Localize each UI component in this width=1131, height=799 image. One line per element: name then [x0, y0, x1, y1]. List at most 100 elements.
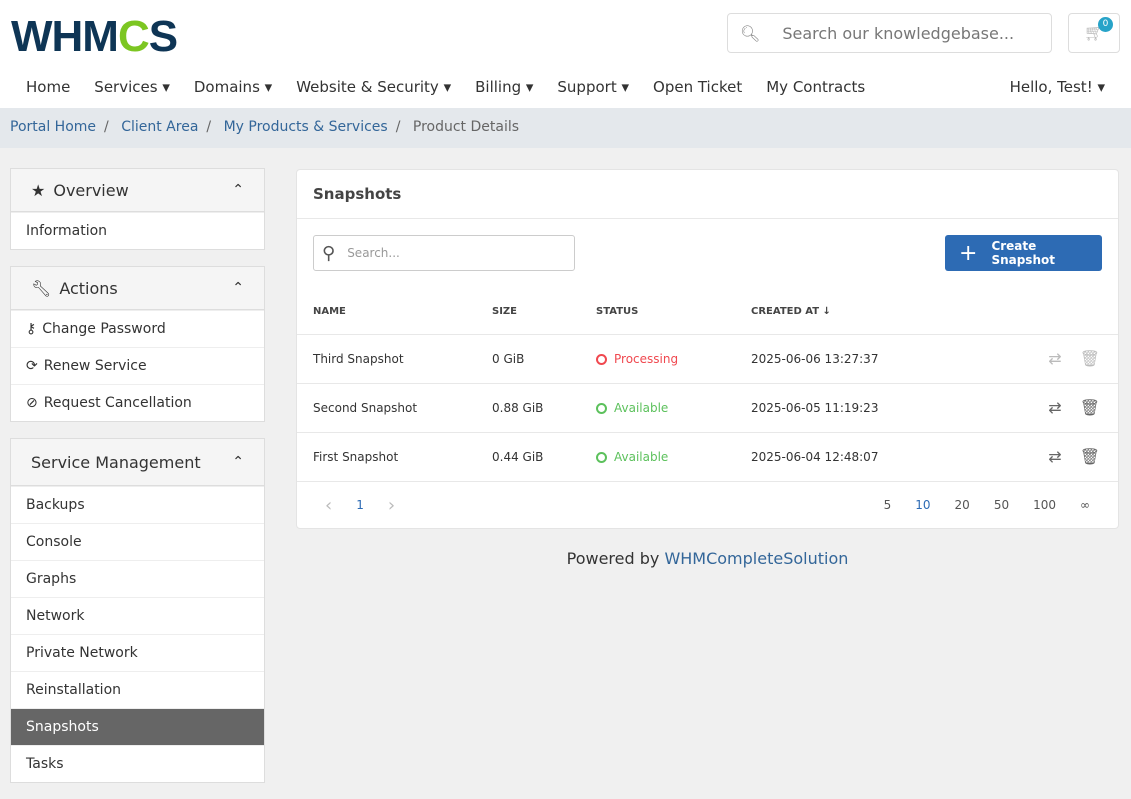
status-circle-icon	[596, 402, 607, 414]
wrench-icon: 🔧︎	[31, 278, 52, 298]
search-placeholder: Search our knowledgebase...	[782, 23, 1015, 43]
snapshot-created: 2025-06-06 13:27:37	[751, 333, 969, 383]
nav-services[interactable]: Services ▾	[94, 78, 170, 96]
cart-button[interactable]: 🛒︎ 0	[1068, 13, 1120, 53]
nav-support[interactable]: Support ▾	[557, 78, 630, 96]
table-row: First Snapshot 0.44 GiB Available 2025-0…	[297, 431, 1118, 481]
chevron-up-icon[interactable]: ⌃	[232, 280, 244, 296]
restore-icon[interactable]: ⇄	[1048, 447, 1062, 467]
item-label: Request Cancellation	[43, 395, 192, 411]
search-icon: 🔍︎	[740, 23, 761, 43]
restore-icon[interactable]: ⇄	[1048, 349, 1062, 368]
col-status[interactable]: STATUS	[596, 305, 639, 317]
trash-icon[interactable]: 🗑︎	[1079, 349, 1100, 368]
sidebar: ★ Overview ⌃ Information 🔧︎ Actions ⌃ ⚷ Chang…	[10, 168, 265, 799]
status-label: Available	[614, 400, 669, 415]
status-circle-icon	[596, 353, 607, 365]
status-circle-icon	[596, 451, 607, 463]
actions-panel: 🔧︎ Actions ⌃ ⚷ Change Password ⟳ Renew Servi…	[10, 266, 265, 422]
trash-icon[interactable]: 🗑︎	[1079, 398, 1100, 417]
page-1[interactable]: 1	[356, 498, 364, 512]
footer: Powered by WHMCompleteSolution	[296, 549, 1119, 568]
prev-page[interactable]: ‹	[325, 494, 333, 516]
knowledgebase-search[interactable]: 🔍︎ Search our knowledgebase...	[727, 13, 1052, 53]
nav-home[interactable]: Home	[26, 78, 71, 96]
snapshots-card: Snapshots ⚲ Search... + Create Snapshot NA…	[296, 169, 1119, 529]
trash-icon[interactable]: 🗑︎	[1079, 447, 1100, 467]
nav-domains[interactable]: Domains ▾	[193, 78, 273, 96]
chevron-up-icon[interactable]: ⌃	[232, 454, 244, 470]
nav-billing[interactable]: Billing ▾	[475, 78, 534, 96]
panel-title: Actions	[59, 278, 118, 298]
chevron-up-icon[interactable]: ⌃	[232, 182, 244, 198]
next-page[interactable]: ›	[387, 494, 396, 516]
ban-icon: ⊘	[26, 395, 38, 411]
panel-title: Overview	[53, 180, 129, 200]
card-title: Snapshots	[297, 170, 1118, 219]
sidebar-item-reinstallation[interactable]: Reinstallation	[11, 671, 264, 708]
page-size-3[interactable]: 50	[993, 498, 1010, 512]
breadcrumb: Portal Home / Client Area / My Products & …	[0, 108, 1131, 148]
actions-header[interactable]: 🔧︎ Actions ⌃	[11, 267, 264, 310]
button-label: Create Snapshot	[991, 239, 1055, 267]
restore-icon[interactable]: ⇄	[1048, 398, 1062, 417]
page-size-2[interactable]: 20	[954, 498, 970, 512]
snapshot-search-input[interactable]: ⚲ Search...	[313, 235, 575, 271]
search-placeholder: Search...	[347, 246, 400, 260]
key-icon: ⚷	[26, 321, 37, 337]
col-name[interactable]: NAME	[313, 305, 346, 317]
footer-link[interactable]: WHMCompleteSolution	[664, 549, 849, 568]
crumb-products[interactable]: My Products & Services	[223, 119, 388, 135]
sidebar-item-information[interactable]: Information	[11, 212, 264, 249]
overview-header[interactable]: ★ Overview ⌃	[11, 169, 264, 212]
crumb-portal-home[interactable]: Portal Home	[10, 119, 97, 135]
sidebar-item-request-cancellation[interactable]: ⊘ Request Cancellation	[11, 384, 264, 421]
item-label: Renew Service	[43, 358, 147, 374]
whmcs-logo[interactable]: WHMCS	[11, 12, 178, 61]
table-row: Third Snapshot 0 GiB Processing 2025-06-…	[297, 333, 1118, 383]
sidebar-item-renew-service[interactable]: ⟳ Renew Service	[11, 347, 264, 384]
search-icon: ⚲	[322, 242, 336, 264]
service-management-header[interactable]: Service Management ⌃	[11, 439, 264, 486]
sidebar-item-console[interactable]: Console	[11, 523, 264, 560]
sidebar-item-private-network[interactable]: Private Network	[11, 634, 264, 671]
cart-count: 0	[1098, 17, 1113, 32]
page-size-5[interactable]: ∞	[1080, 498, 1090, 512]
sidebar-item-graphs[interactable]: Graphs	[11, 560, 264, 597]
nav-website-security[interactable]: Website & Security ▾	[296, 78, 452, 96]
sidebar-item-backups[interactable]: Backups	[11, 486, 264, 523]
refresh-icon: ⟳	[26, 358, 38, 374]
plus-icon: +	[959, 240, 978, 266]
snapshot-name: Third Snapshot	[297, 333, 492, 383]
snapshot-size: 0.88 GiB	[492, 382, 596, 432]
snapshot-status: Available	[596, 431, 751, 481]
page-size-0[interactable]: 5	[883, 498, 892, 512]
pagination: ‹ 1 › 5 10 20 50 100 ∞	[297, 481, 1118, 528]
footer-text: Powered by	[566, 549, 665, 568]
crumb-client-area[interactable]: Client Area	[121, 119, 199, 135]
nav-my-contracts[interactable]: My Contracts	[766, 78, 866, 96]
table-row: Second Snapshot 0.88 GiB Available 2025-…	[297, 382, 1118, 432]
page-size-4[interactable]: 100	[1033, 498, 1056, 512]
create-snapshot-button[interactable]: + Create Snapshot	[945, 235, 1102, 271]
snapshot-size: 0 GiB	[492, 333, 596, 383]
snapshot-created: 2025-06-05 11:19:23	[751, 382, 969, 432]
sidebar-item-network[interactable]: Network	[11, 597, 264, 634]
nav-open-ticket[interactable]: Open Ticket	[653, 78, 743, 96]
overview-panel: ★ Overview ⌃ Information	[10, 168, 265, 250]
status-label: Available	[614, 449, 669, 464]
item-label: Change Password	[42, 321, 166, 337]
col-size[interactable]: SIZE	[492, 305, 518, 317]
service-management-panel: Service Management ⌃ Backups Console Grap…	[10, 438, 265, 783]
snapshot-name: First Snapshot	[297, 431, 492, 481]
sidebar-item-change-password[interactable]: ⚷ Change Password	[11, 310, 264, 347]
user-menu[interactable]: Hello, Test! ▾	[1009, 78, 1105, 96]
sidebar-item-tasks[interactable]: Tasks	[11, 745, 264, 782]
page-size-1[interactable]: 10	[915, 498, 931, 512]
page-size-selector: 5 10 20 50 100 ∞	[872, 498, 1102, 512]
main-nav: Home Services ▾ Domains ▾ Website & Secu…	[14, 78, 1117, 96]
header: WHMCS 🔍︎ Search our knowledgebase... 🛒︎ 0 …	[0, 0, 1131, 108]
snapshot-created: 2025-06-04 12:48:07	[751, 431, 969, 481]
col-created-at[interactable]: CREATED AT ↓	[751, 305, 831, 317]
sidebar-item-snapshots[interactable]: Snapshots	[11, 708, 264, 745]
